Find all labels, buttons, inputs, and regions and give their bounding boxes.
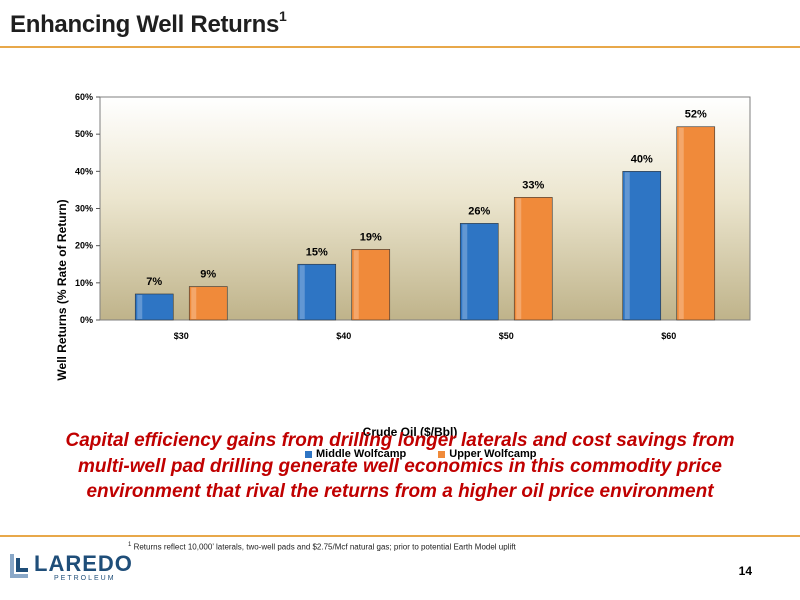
y-axis-label: Well Returns (% Rate of Return): [55, 199, 69, 381]
data-label-middle-wolfcamp: 40%: [631, 153, 653, 165]
x-axis-label: Crude Oil ($/Bbl): [362, 425, 458, 439]
bar-highlight: [516, 198, 522, 319]
logo-mark-icon: [10, 554, 28, 578]
bar-highlight: [137, 294, 143, 319]
y-tick-label: 20%: [75, 241, 93, 251]
bar-highlight: [678, 127, 684, 319]
bar-upper-wolfcamp: [676, 126, 716, 321]
bar-upper-wolfcamp: [188, 286, 228, 321]
bar-highlight: [624, 172, 630, 319]
bar-middle-wolfcamp: [459, 223, 499, 321]
legend-item-upper-wolfcamp: Upper Wolfcamp: [438, 448, 536, 460]
legend-label-middle-wolfcamp: Middle Wolfcamp: [316, 448, 407, 460]
key-statement: Capital efficiency gains from drilling l…: [65, 430, 735, 503]
logo-subtitle: PETROLEUM: [54, 574, 116, 582]
data-label-middle-wolfcamp: 26%: [468, 205, 490, 217]
slide-title: Enhancing Well Returns1: [10, 8, 287, 39]
x-tick-label: $40: [336, 331, 351, 341]
x-tick-label: $30: [174, 331, 189, 341]
bar-highlight: [462, 224, 468, 319]
bar-highlight: [353, 250, 359, 319]
y-tick-label: 30%: [75, 204, 93, 214]
bar-middle-wolfcamp: [134, 293, 174, 321]
legend-swatch-upper-wolfcamp: [438, 450, 446, 458]
footer-divider: [0, 535, 800, 537]
logo-name: LAREDO: [34, 550, 133, 576]
legend-label-upper-wolfcamp: Upper Wolfcamp: [449, 448, 537, 460]
bar-highlight: [191, 287, 197, 319]
data-label-upper-wolfcamp: 9%: [200, 269, 216, 281]
data-label-upper-wolfcamp: 19%: [360, 231, 382, 243]
data-label-upper-wolfcamp: 33%: [522, 179, 544, 191]
footnote: 1 Returns reflect 10,000’ laterals, two-…: [128, 542, 516, 552]
y-tick-label: 60%: [75, 92, 93, 102]
chart-legend: Middle Wolfcamp Upper Wolfcamp: [305, 448, 536, 460]
footnote-text: Returns reflect 10,000’ laterals, two-we…: [133, 542, 516, 552]
company-logo: LAREDO PETROLEUM: [8, 552, 133, 582]
data-label-middle-wolfcamp: 7%: [146, 276, 162, 288]
page-number: 14: [738, 564, 752, 578]
y-tick-label: 0%: [80, 315, 93, 325]
chart-container: 0% 10% 20% 30% 40% 50% 60% 7% 9% $30 15% 19% $40 26% 3…: [0, 80, 800, 460]
bar-chart: 0% 10% 20% 30% 40% 50% 60% 7% 9% $30 15% 19% $40 26% 3…: [75, 92, 751, 341]
y-tick-label: 40%: [75, 166, 93, 176]
x-tick-label: $60: [661, 331, 676, 341]
bar-middle-wolfcamp: [622, 171, 662, 321]
data-label-middle-wolfcamp: 15%: [306, 246, 328, 258]
data-label-upper-wolfcamp: 52%: [685, 109, 707, 121]
y-tick-label: 50%: [75, 129, 93, 139]
footnote-marker: 1: [128, 542, 132, 548]
bar-highlight: [299, 265, 305, 319]
slide-title-text: Enhancing Well Returns: [10, 11, 279, 38]
y-tick-label: 10%: [75, 278, 93, 288]
bar-upper-wolfcamp: [513, 197, 553, 321]
legend-swatch-middle-wolfcamp: [305, 450, 312, 458]
bar-middle-wolfcamp: [297, 263, 337, 321]
title-divider: [0, 46, 800, 48]
legend-item-middle-wolfcamp: Middle Wolfcamp: [305, 448, 406, 460]
title-footnote-marker: 1: [279, 8, 287, 24]
bar-upper-wolfcamp: [351, 249, 391, 321]
x-tick-label: $50: [499, 331, 514, 341]
